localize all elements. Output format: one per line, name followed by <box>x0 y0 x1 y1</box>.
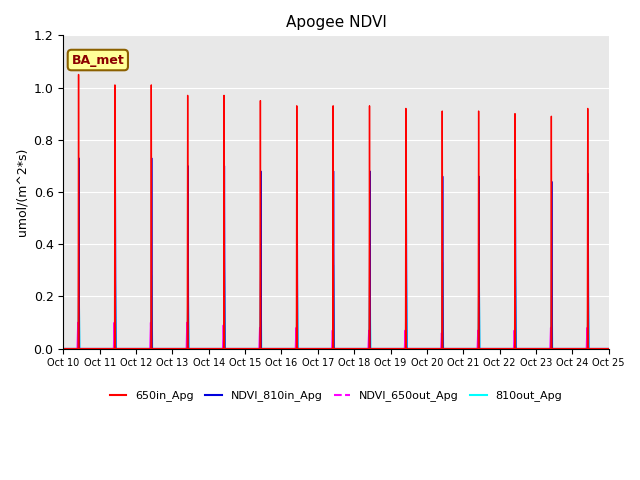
650in_Apg <box>170 346 178 351</box>
NDVI_650out_Apg <box>489 346 497 351</box>
650in_Apg <box>605 346 612 351</box>
Line: 650in_Apg: 650in_Apg <box>63 74 609 348</box>
810out_Apg <box>489 346 497 351</box>
NDVI_810in_Apg <box>603 346 611 351</box>
NDVI_650out_Apg <box>74 320 82 325</box>
NDVI_650out_Apg <box>605 346 612 351</box>
Line: NDVI_650out_Apg: NDVI_650out_Apg <box>63 323 609 348</box>
NDVI_810in_Apg <box>75 155 83 161</box>
650in_Apg <box>412 346 419 351</box>
650in_Apg <box>60 346 67 351</box>
NDVI_810in_Apg <box>264 346 271 351</box>
NDVI_810in_Apg <box>170 346 178 351</box>
650in_Apg <box>264 346 271 351</box>
650in_Apg <box>75 72 83 77</box>
810out_Apg <box>603 346 611 351</box>
NDVI_650out_Apg <box>264 346 271 351</box>
810out_Apg <box>60 346 67 351</box>
810out_Apg <box>170 346 178 351</box>
NDVI_650out_Apg <box>170 346 178 351</box>
650in_Apg <box>176 346 184 351</box>
Title: Apogee NDVI: Apogee NDVI <box>285 15 387 30</box>
650in_Apg <box>489 346 497 351</box>
810out_Apg <box>176 346 184 351</box>
810out_Apg <box>264 346 271 351</box>
810out_Apg <box>475 254 483 260</box>
650in_Apg <box>603 346 611 351</box>
810out_Apg <box>605 346 612 351</box>
NDVI_650out_Apg <box>412 346 419 351</box>
NDVI_650out_Apg <box>176 346 184 351</box>
NDVI_810in_Apg <box>60 346 67 351</box>
Y-axis label: umol/(m^2*s): umol/(m^2*s) <box>15 148 28 236</box>
NDVI_650out_Apg <box>60 346 67 351</box>
Line: 810out_Apg: 810out_Apg <box>63 257 609 348</box>
NDVI_810in_Apg <box>176 346 184 351</box>
Line: NDVI_810in_Apg: NDVI_810in_Apg <box>63 158 609 348</box>
NDVI_810in_Apg <box>412 346 419 351</box>
Text: BA_met: BA_met <box>72 54 124 67</box>
NDVI_650out_Apg <box>603 346 611 351</box>
NDVI_810in_Apg <box>489 346 497 351</box>
Legend: 650in_Apg, NDVI_810in_Apg, NDVI_650out_Apg, 810out_Apg: 650in_Apg, NDVI_810in_Apg, NDVI_650out_A… <box>106 386 567 406</box>
NDVI_810in_Apg <box>605 346 612 351</box>
810out_Apg <box>412 346 419 351</box>
